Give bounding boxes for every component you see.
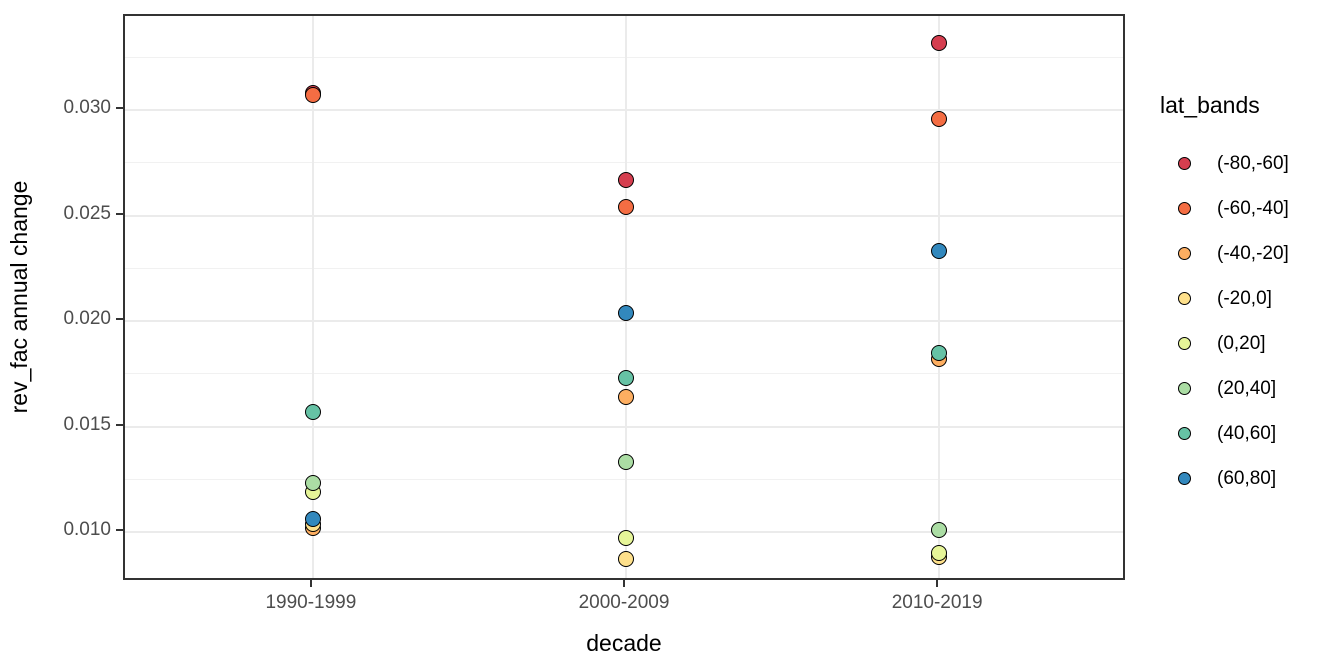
legend: lat_bands (-80,-60] (-60,-40] (-40,-20] (-2… (1160, 92, 1340, 501)
data-point (931, 34, 948, 51)
data-point (931, 545, 948, 562)
x-tick-mark (936, 580, 939, 587)
plot-panel (123, 14, 1125, 580)
gridline-vertical (311, 16, 314, 578)
x-tick-label: 1990-1999 (265, 592, 357, 613)
y-tick-mark (116, 212, 123, 215)
y-tick-mark (116, 107, 123, 110)
legend-item: (20,40] (1160, 366, 1340, 411)
x-tick-label: 2010-2019 (891, 592, 983, 613)
legend-label: (-20,0] (1217, 287, 1272, 309)
data-point (618, 171, 634, 188)
data-point (618, 551, 634, 568)
data-point (304, 403, 321, 420)
gridline-major (125, 425, 1123, 428)
data-point (618, 199, 634, 216)
data-point (304, 511, 321, 528)
y-axis-title: rev_fac annual change (6, 180, 32, 414)
legend-title: lat_bands (1160, 92, 1260, 118)
data-point (304, 475, 321, 492)
legend-items: (-80,-60] (-60,-40] (-40,-20] (-20,0] (0,20]… (1160, 141, 1340, 501)
legend-label: (20,40] (1217, 377, 1277, 399)
x-axis-title: decade (586, 630, 662, 656)
legend-swatch-icon (1178, 157, 1191, 170)
gridline-major (125, 320, 1123, 323)
legend-item: (-20,0] (1160, 276, 1340, 321)
gridline-major (125, 214, 1123, 217)
legend-item: (-60,-40] (1160, 186, 1340, 231)
legend-swatch-icon (1178, 202, 1191, 215)
legend-swatch-icon (1178, 472, 1191, 485)
gridline-vertical (625, 16, 627, 578)
legend-label: (-80,-60] (1217, 152, 1289, 174)
data-point (931, 344, 948, 361)
gridline-minor (125, 267, 1123, 269)
legend-swatch-icon (1178, 427, 1191, 440)
gridline-minor (125, 56, 1123, 58)
data-point (931, 243, 948, 260)
legend-label: (60,80] (1217, 467, 1277, 489)
x-tick-mark (623, 580, 625, 587)
legend-swatch-icon (1178, 382, 1191, 395)
y-tick-label: 0.015 (63, 413, 111, 435)
x-tick-label: 2000-2009 (578, 592, 670, 613)
y-tick-mark (116, 318, 123, 321)
data-point (931, 110, 948, 127)
gridline-minor (125, 478, 1123, 480)
legend-item: (-40,-20] (1160, 231, 1340, 276)
legend-label: (0,20] (1217, 332, 1266, 354)
data-point (618, 530, 634, 547)
legend-swatch-icon (1178, 292, 1191, 305)
legend-swatch-icon (1178, 247, 1191, 260)
legend-item: (40,60] (1160, 411, 1340, 456)
y-tick-mark (116, 423, 123, 426)
legend-swatch-icon (1178, 337, 1191, 350)
data-point (618, 388, 634, 405)
gridline-major (125, 109, 1123, 112)
data-point (618, 454, 634, 471)
x-tick-mark (309, 580, 312, 587)
data-point (931, 521, 948, 538)
data-point (618, 370, 634, 386)
y-tick-mark (116, 529, 123, 531)
data-point (304, 87, 321, 104)
legend-label: (-40,-20] (1217, 242, 1289, 264)
y-tick-label: 0.030 (63, 97, 111, 119)
data-point (618, 304, 634, 321)
gridline-vertical (938, 16, 941, 578)
y-tick-label: 0.020 (63, 308, 111, 330)
legend-item: (60,80] (1160, 456, 1340, 501)
gridline-minor (125, 162, 1123, 164)
y-tick-label: 0.010 (63, 519, 111, 540)
y-tick-label: 0.025 (63, 202, 111, 224)
legend-item: (0,20] (1160, 321, 1340, 366)
legend-label: (-60,-40] (1217, 197, 1289, 219)
legend-label: (40,60] (1217, 422, 1277, 444)
legend-item: (-80,-60] (1160, 141, 1340, 186)
